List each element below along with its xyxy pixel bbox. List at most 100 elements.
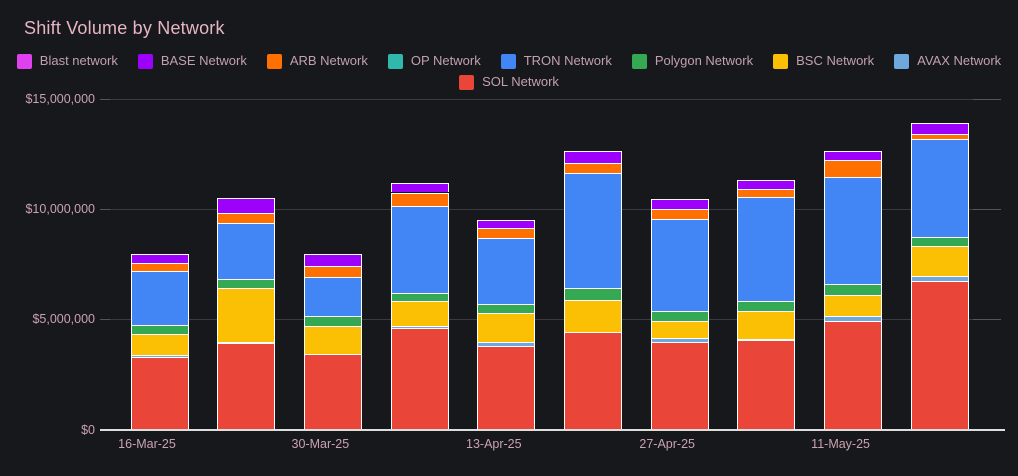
bar-segment-sol-network[interactable] <box>824 321 883 430</box>
bar-segment-sol-network[interactable] <box>737 340 796 430</box>
bar-segment-base-network[interactable] <box>824 151 883 161</box>
legend-label: OP Network <box>410 53 481 68</box>
bar-segment-bsc-network[interactable] <box>390 300 449 326</box>
bar-segment-tron-network[interactable] <box>390 205 449 293</box>
bar-segment-arb-network[interactable] <box>737 189 796 198</box>
bar-segment-bsc-network[interactable] <box>737 310 796 340</box>
legend-swatch-icon <box>459 74 475 90</box>
bar-segment-bsc-network[interactable] <box>130 333 189 355</box>
y-axis-tick <box>100 98 110 100</box>
bar-segment-base-network[interactable] <box>477 220 536 229</box>
bar-segment-arb-network[interactable] <box>477 228 536 238</box>
bar-segment-avax-network[interactable] <box>564 331 622 333</box>
bar-segment-arb-network[interactable] <box>303 265 362 277</box>
x-axis-label: 11-May-25 <box>811 437 871 451</box>
bar-segment-avax-network[interactable] <box>130 354 189 357</box>
bar-segment-avax-network[interactable] <box>737 339 796 341</box>
bar-segment-base-network[interactable] <box>650 198 709 209</box>
y-axis-tick <box>973 208 1001 210</box>
bar-segment-polygon-network[interactable] <box>217 278 276 288</box>
y-axis-label: $15,000,000 <box>25 91 95 106</box>
bar-segment-arb-network[interactable] <box>217 212 276 223</box>
bar-segment-polygon-network[interactable] <box>910 237 969 246</box>
legend-item-polygon-network[interactable]: Polygon Network <box>631 53 753 69</box>
gridline <box>100 319 1001 321</box>
legend-item-tron-network[interactable]: TRON Network <box>500 53 612 69</box>
bar-segment-tron-network[interactable] <box>130 270 189 325</box>
bar-segment-sol-network[interactable] <box>130 356 189 430</box>
y-axis-tick <box>973 319 1001 321</box>
bar-segment-tron-network[interactable] <box>564 173 622 288</box>
bar-segment-tron-network[interactable] <box>217 222 276 279</box>
legend-item-op-network[interactable]: OP Network <box>387 53 481 69</box>
bar-segment-tron-network[interactable] <box>910 138 969 238</box>
bar-segment-base-network[interactable] <box>130 254 189 263</box>
bar-segment-base-network[interactable] <box>737 180 796 190</box>
bar-segment-bsc-network[interactable] <box>824 294 883 316</box>
legend-item-bsc-network[interactable]: BSC Network <box>773 53 874 69</box>
bar-segment-polygon-network[interactable] <box>303 316 362 327</box>
legend-label: BASE Network <box>160 53 247 68</box>
legend-swatch-icon <box>894 53 910 69</box>
bar-segment-sol-network[interactable] <box>564 332 622 430</box>
x-axis-label: 30-Mar-25 <box>291 437 350 451</box>
legend-item-blast-network[interactable]: Blast network <box>16 53 118 69</box>
bar-segment-base-network[interactable] <box>217 198 276 213</box>
bar-segment-polygon-network[interactable] <box>477 304 536 313</box>
bar-segment-sol-network[interactable] <box>910 280 969 430</box>
x-axis-line <box>100 428 1005 431</box>
legend-label: BSC Network <box>796 53 875 68</box>
bar-segment-sol-network[interactable] <box>390 327 449 430</box>
bar-segment-tron-network[interactable] <box>650 219 709 311</box>
bar-segment-base-network[interactable] <box>390 182 449 193</box>
legend-label: AVAX Network <box>917 53 1002 68</box>
bar-segment-polygon-network[interactable] <box>390 292 449 301</box>
bar-segment-arb-network[interactable] <box>390 192 449 206</box>
bar-segment-avax-network[interactable] <box>824 315 883 322</box>
bar-segment-arb-network[interactable] <box>824 160 883 177</box>
bar-segment-bsc-network[interactable] <box>477 312 536 342</box>
gridline <box>100 208 1001 210</box>
gridline <box>100 98 1001 100</box>
bar-segment-arb-network[interactable] <box>910 133 969 139</box>
bar-segment-sol-network[interactable] <box>217 343 276 430</box>
bar-segment-avax-network[interactable] <box>217 341 276 344</box>
bar-segment-sol-network[interactable] <box>303 354 362 430</box>
bar-segment-polygon-network[interactable] <box>564 287 622 300</box>
bar-segment-polygon-network[interactable] <box>130 324 189 334</box>
bar-segment-arb-network[interactable] <box>564 163 622 174</box>
bar-segment-avax-network[interactable] <box>390 326 449 328</box>
legend-swatch-icon <box>631 53 647 69</box>
bar-segment-sol-network[interactable] <box>650 342 709 430</box>
bar-segment-avax-network[interactable] <box>650 338 709 343</box>
bar-segment-arb-network[interactable] <box>130 262 189 271</box>
bar-segment-avax-network[interactable] <box>910 275 969 281</box>
bar-segment-polygon-network[interactable] <box>824 283 883 295</box>
bar-segment-tron-network[interactable] <box>303 276 362 317</box>
bar-segment-tron-network[interactable] <box>477 237 536 305</box>
bar-segment-sol-network[interactable] <box>477 345 536 430</box>
bar-segment-base-network[interactable] <box>303 253 362 266</box>
y-axis-label: $5,000,000 <box>32 312 95 327</box>
bar-segment-arb-network[interactable] <box>650 208 709 220</box>
bar-segment-avax-network[interactable] <box>477 341 536 346</box>
bar-segment-bsc-network[interactable] <box>564 299 622 332</box>
bar-segment-bsc-network[interactable] <box>650 320 709 339</box>
bar-segment-tron-network[interactable] <box>824 176 883 284</box>
bar-segment-base-network[interactable] <box>910 122 969 134</box>
bar-segment-avax-network[interactable] <box>303 353 362 355</box>
bar-segment-bsc-network[interactable] <box>303 326 362 354</box>
legend-item-sol-network[interactable]: SOL Network <box>459 74 559 90</box>
bar-segment-bsc-network[interactable] <box>910 245 969 276</box>
bar-segment-bsc-network[interactable] <box>217 287 276 342</box>
legend-item-arb-network[interactable]: ARB Network <box>266 53 368 69</box>
legend-item-base-network[interactable]: BASE Network <box>137 53 247 69</box>
bar-segment-base-network[interactable] <box>564 151 622 164</box>
legend-label: TRON Network <box>523 53 612 68</box>
bar-segment-polygon-network[interactable] <box>737 300 796 311</box>
bar-segment-tron-network[interactable] <box>737 197 796 301</box>
legend-item-avax-network[interactable]: AVAX Network <box>894 53 1001 69</box>
legend-label: SOL Network <box>482 74 559 89</box>
legend-label: ARB Network <box>289 53 368 68</box>
bar-segment-polygon-network[interactable] <box>650 310 709 321</box>
